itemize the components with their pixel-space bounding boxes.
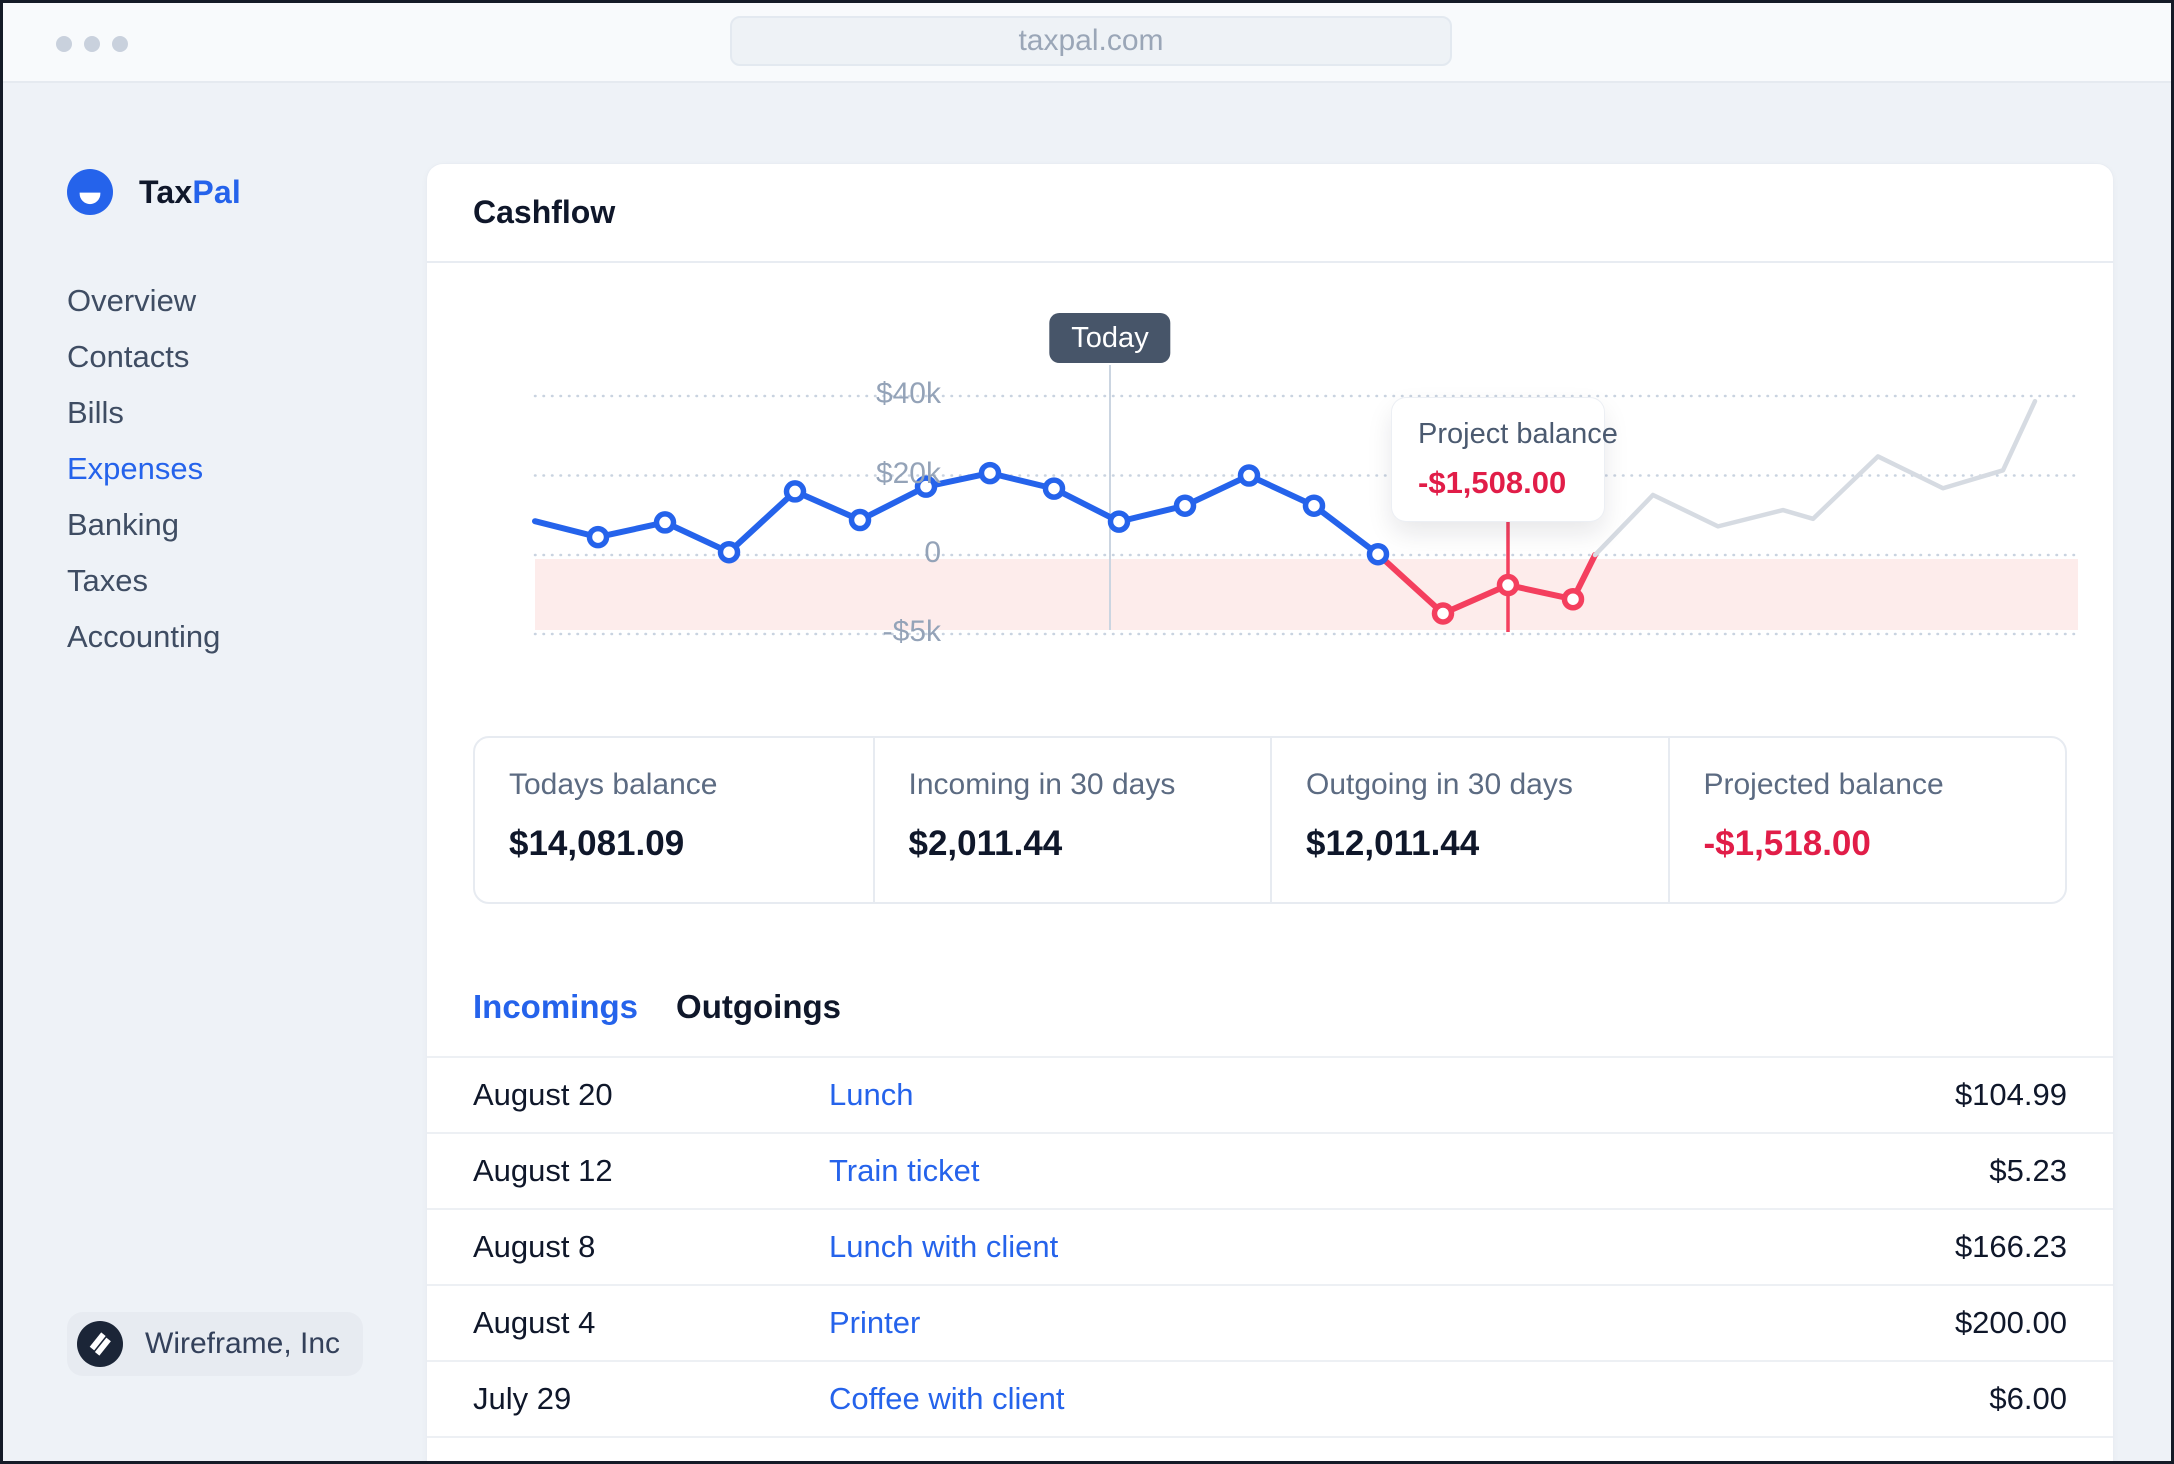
browser-chrome: taxpal.com xyxy=(3,3,2171,83)
table-row[interactable]: August 20 Lunch $104.99 xyxy=(427,1058,2113,1134)
table-row[interactable]: July 22Travel$105.63 xyxy=(427,1438,2113,1461)
table-row[interactable]: August 12 Train ticket $5.23 xyxy=(427,1134,2113,1210)
data-point xyxy=(914,475,938,498)
stat-label: Projected balance xyxy=(1703,768,1944,801)
transaction-amount: $166.23 xyxy=(1954,1229,2067,1264)
sidebar-item-taxes[interactable]: Taxes xyxy=(67,563,148,598)
transaction-link[interactable]: Coffee with client xyxy=(829,1381,1065,1416)
transaction-date: August 20 xyxy=(473,1077,613,1112)
transaction-amount: $200.00 xyxy=(1954,1305,2067,1340)
transaction-amount: $5.23 xyxy=(1989,1153,2067,1188)
data-point xyxy=(978,461,1002,485)
stat-0: Todays balance $14,081.09 xyxy=(475,738,873,902)
sidebar-item-banking[interactable]: Banking xyxy=(67,507,180,542)
sidebar-item-expenses[interactable]: Expenses xyxy=(67,451,204,486)
stats-panel: Todays balance $14,081.09 Incoming in 30 d… xyxy=(473,736,2067,904)
transaction-date: August 8 xyxy=(473,1229,596,1264)
url-bar[interactable]: taxpal.com xyxy=(730,16,1452,66)
transaction-amount: $104.99 xyxy=(1954,1077,2067,1112)
brand[interactable]: TaxPal xyxy=(67,169,241,215)
chart-series-actual-balance xyxy=(532,470,1381,558)
card-header: Cashflow xyxy=(427,164,2113,263)
transactions-table: August 20 Lunch $104.99 August 12 Train tick… xyxy=(427,1056,2113,1461)
page-title: Cashflow xyxy=(473,194,616,230)
project-balance-title: Project balance xyxy=(1418,418,1618,450)
tab-incomings[interactable]: Incomings xyxy=(473,988,639,1025)
stat-label: Outgoing in 30 days xyxy=(1306,768,1573,801)
negative-band xyxy=(535,559,2078,630)
url-text: taxpal.com xyxy=(1018,24,1164,57)
window-controls xyxy=(56,36,128,52)
today-tooltip: Today xyxy=(1049,313,1171,363)
stat-label: Todays balance xyxy=(509,768,718,801)
stat-value: $14,081.09 xyxy=(509,824,685,863)
sidebar-item-bills[interactable]: Bills xyxy=(67,395,124,430)
stat-label: Incoming in 30 days xyxy=(908,768,1176,801)
transaction-date: July 22 xyxy=(473,1457,829,1461)
stat-value: $2,011.44 xyxy=(908,824,1063,863)
org-switcher[interactable]: Wireframe, Inc xyxy=(67,1312,363,1376)
window-control-dot[interactable] xyxy=(56,36,72,52)
sidebar-item-overview[interactable]: Overview xyxy=(67,283,197,318)
data-point xyxy=(1173,494,1197,517)
data-point xyxy=(783,480,807,503)
transaction-date: August 12 xyxy=(473,1153,613,1188)
transaction-link[interactable]: Travel xyxy=(829,1457,1955,1461)
transaction-link[interactable]: Printer xyxy=(829,1305,921,1340)
stat-value: $12,011.44 xyxy=(1306,824,1480,863)
data-point xyxy=(848,508,872,532)
brand-name-secondary: Pal xyxy=(192,173,242,210)
stat-3: Projected balance -$1,518.00 xyxy=(1667,738,2066,902)
brand-name: TaxPal xyxy=(139,174,241,211)
data-point xyxy=(1431,602,1455,625)
table-row[interactable]: August 4 Printer $200.00 xyxy=(427,1286,2113,1362)
y-axis-label: -$5k xyxy=(882,615,941,648)
chart-series-projected xyxy=(1592,398,2038,558)
data-point xyxy=(1302,494,1326,517)
taxpal-logo-icon xyxy=(67,169,113,215)
stat-value: -$1,518.00 xyxy=(1703,824,1871,863)
table-row[interactable]: August 8 Lunch with client $166.23 xyxy=(427,1210,2113,1286)
chart-svg xyxy=(532,365,2080,636)
data-point xyxy=(1042,477,1066,500)
project-balance-tooltip: Project balance -$1,508.00 xyxy=(1392,398,1618,521)
data-point xyxy=(1107,510,1131,533)
y-axis-label: 0 xyxy=(924,536,941,569)
data-point xyxy=(1366,542,1390,566)
transaction-amount: $6.00 xyxy=(1989,1381,2067,1416)
org-logo-icon xyxy=(77,1321,123,1367)
data-point xyxy=(717,540,741,564)
project-balance-value: -$1,508.00 xyxy=(1418,465,1567,500)
window-control-dot[interactable] xyxy=(112,36,128,52)
transactions-tabs: Incomings Outgoings xyxy=(473,979,841,1035)
data-point xyxy=(1237,464,1261,487)
sidebar-nav: Overview Contacts Bills Expenses Banking Taxe… xyxy=(67,273,220,665)
brand-name-primary: Tax xyxy=(139,173,193,210)
window-control-dot[interactable] xyxy=(84,36,100,52)
data-point xyxy=(1496,573,1520,597)
stat-2: Outgoing in 30 days $12,011.44 xyxy=(1270,738,1668,902)
transaction-date: August 4 xyxy=(473,1305,596,1340)
y-axis-label: $40k xyxy=(875,377,941,410)
sidebar: TaxPal Overview Contacts Bills Expenses Bank… xyxy=(3,81,427,1461)
cashflow-card: Cashflow $40k $20k 0 -$5k Today Project bal… xyxy=(427,164,2113,1461)
transaction-link[interactable]: Lunch xyxy=(829,1077,914,1112)
data-point xyxy=(1561,587,1585,611)
today-tooltip-label: Today xyxy=(1071,322,1149,354)
y-axis-label: $20k xyxy=(875,456,941,490)
transaction-date: July 29 xyxy=(473,1381,572,1416)
org-name: Wireframe, Inc xyxy=(145,1327,341,1360)
sidebar-item-accounting[interactable]: Accounting xyxy=(67,619,221,654)
data-point xyxy=(586,525,610,549)
sidebar-item-contacts[interactable]: Contacts xyxy=(67,339,190,374)
transaction-link[interactable]: Train ticket xyxy=(829,1153,980,1188)
table-row[interactable]: July 29 Coffee with client $6.00 xyxy=(427,1362,2113,1438)
cashflow-chart[interactable]: $40k $20k 0 -$5k Today Project balance -$1,… xyxy=(427,263,2113,693)
transaction-amount: $105.63 xyxy=(1955,1457,2067,1461)
data-point xyxy=(653,511,677,534)
transaction-link[interactable]: Lunch with client xyxy=(829,1229,1059,1264)
tab-outgoings[interactable]: Outgoings xyxy=(676,988,841,1025)
stat-1: Incoming in 30 days $2,011.44 xyxy=(872,738,1271,902)
